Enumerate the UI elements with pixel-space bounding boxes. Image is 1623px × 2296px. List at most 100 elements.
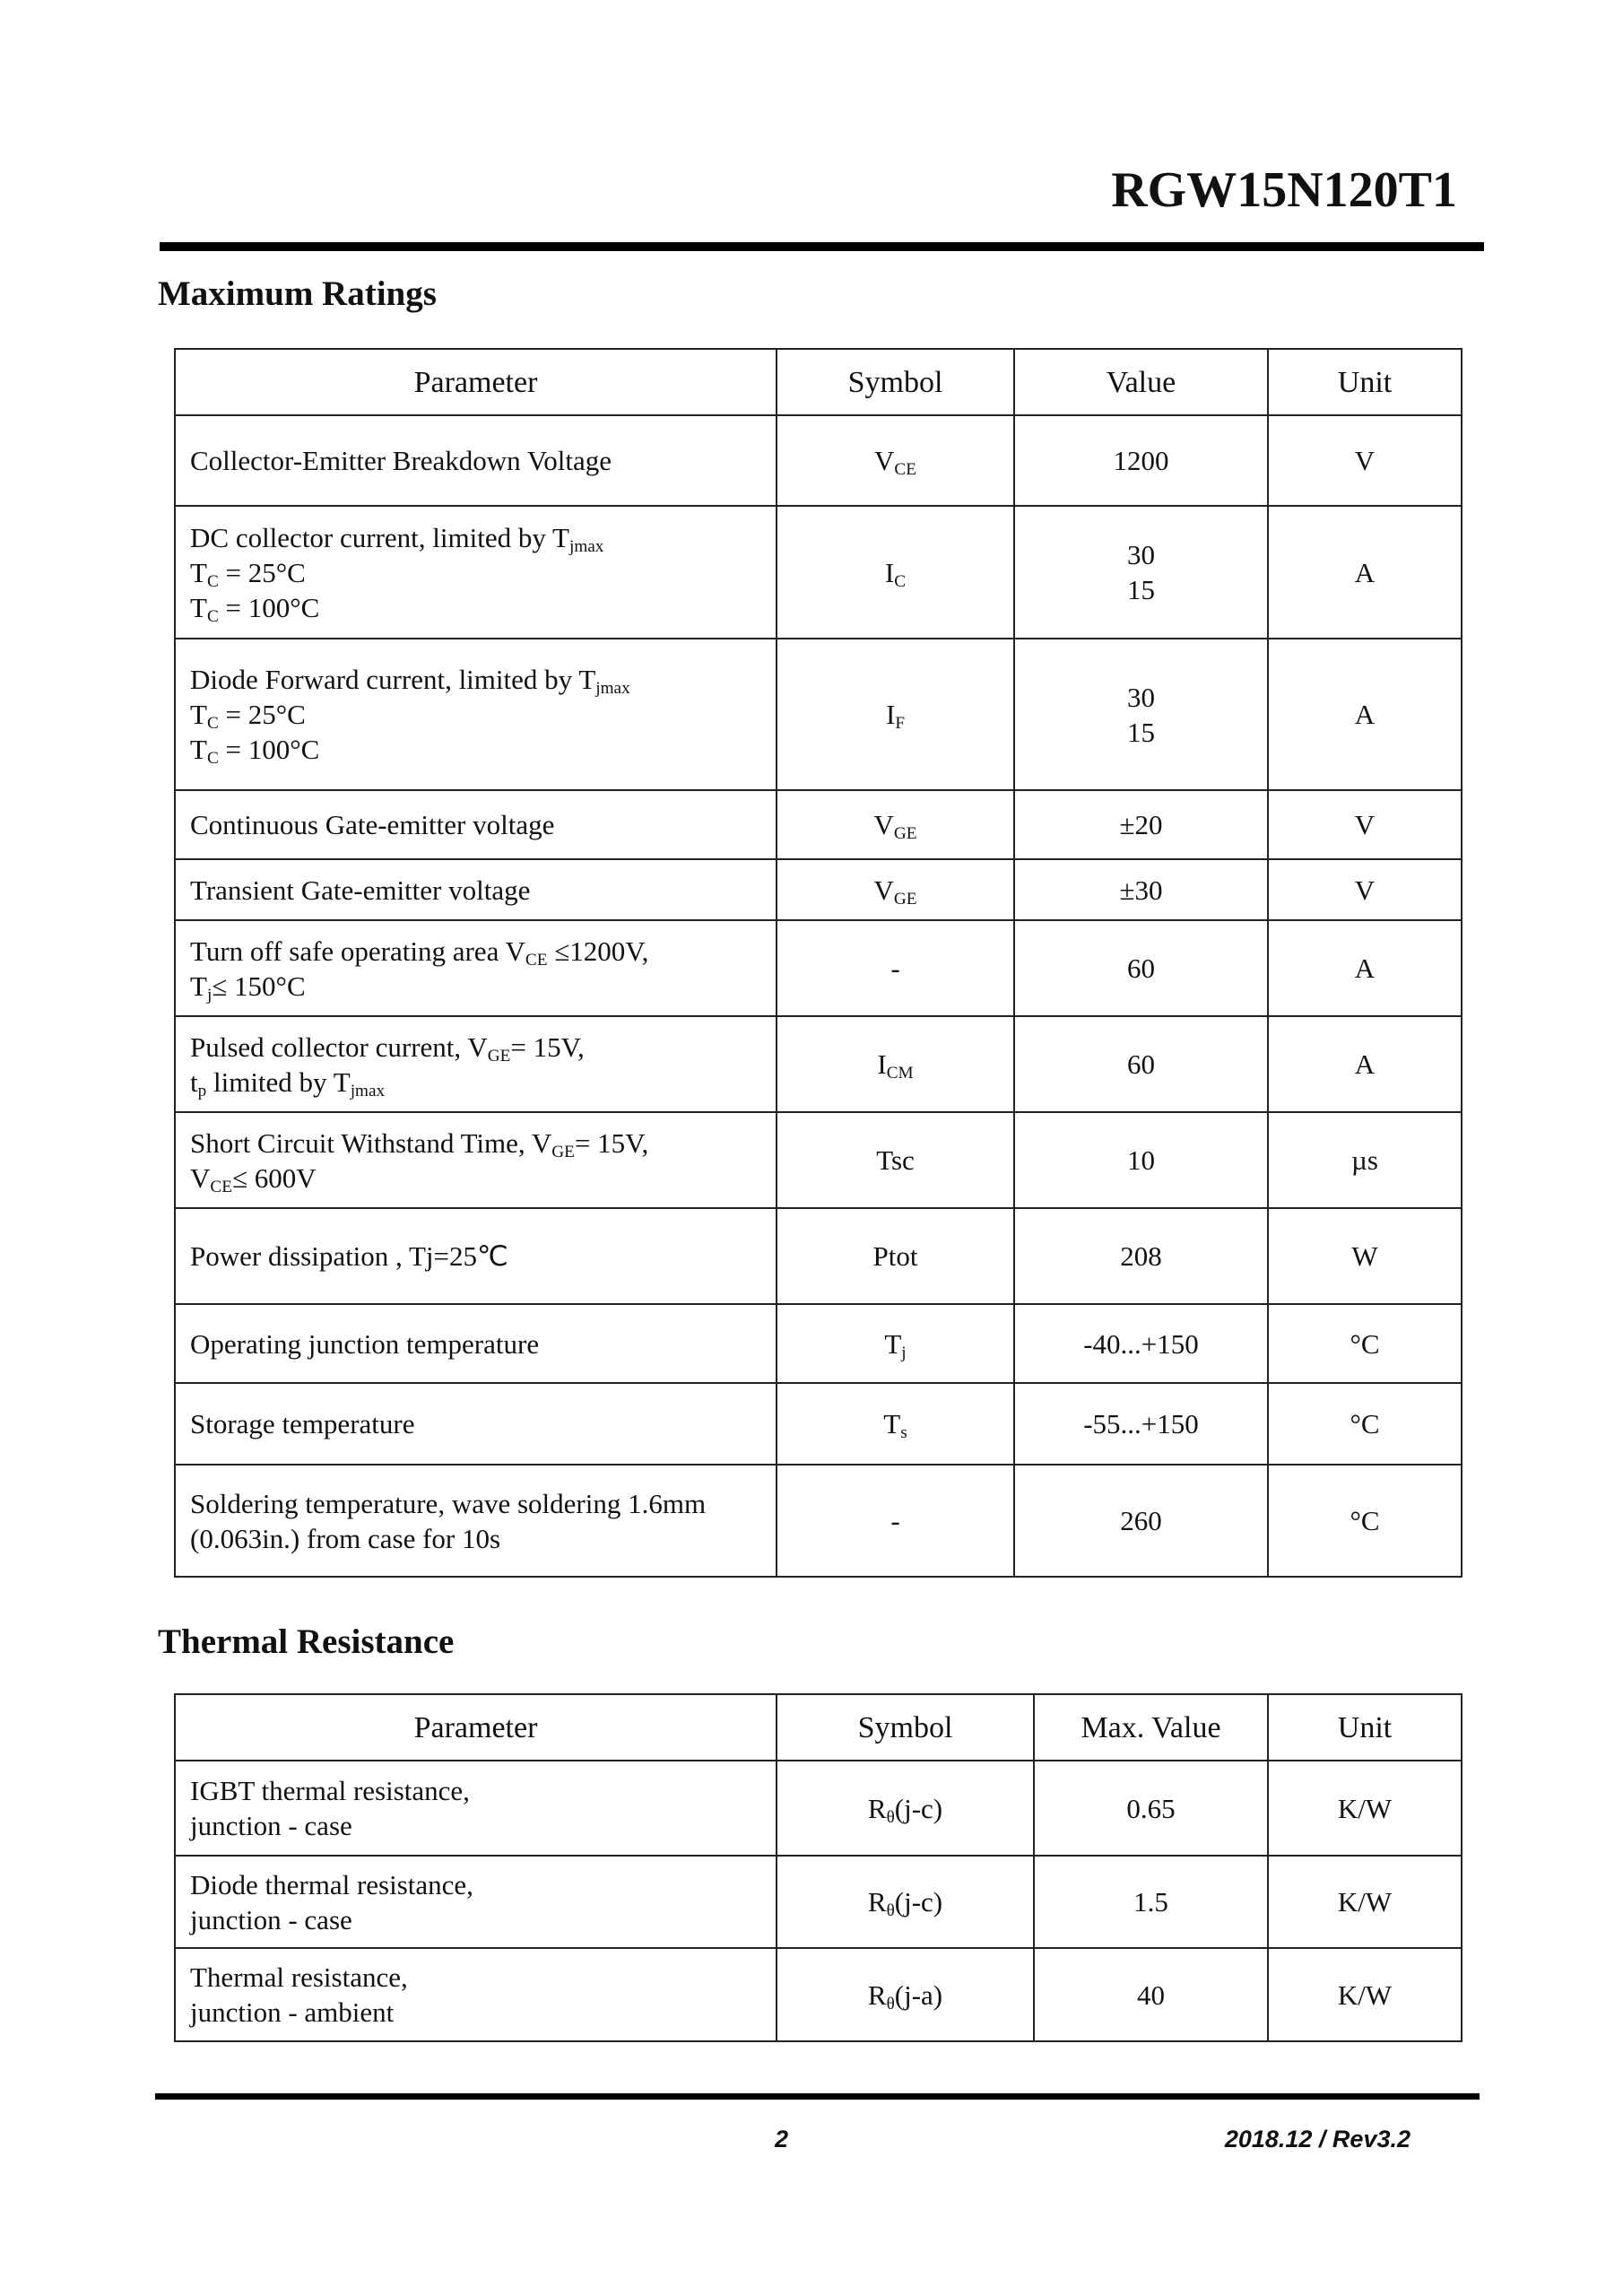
subscript-text: θ <box>886 1807 895 1827</box>
table-row: Thermal resistance, junction - ambient Rθ(… <box>174 1947 1462 2042</box>
text-segment: Tsc <box>876 1144 915 1176</box>
value-text: -55...+150 <box>1083 1408 1199 1439</box>
text-segment: Thermal resistance, <box>190 1961 408 1993</box>
text-segment: t <box>190 1065 198 1098</box>
parameter-cell: Diode Forward current, limited by Tjmax T… <box>174 638 777 791</box>
parameter-cell: Operating junction temperature <box>174 1303 777 1384</box>
column-header-max-value: Max. Value <box>1033 1693 1269 1761</box>
table-header-row: Parameter Symbol Value Unit <box>174 348 1462 416</box>
value-text: 40 <box>1137 1979 1165 2011</box>
table-row: Diode Forward current, limited by Tjmax T… <box>174 638 1462 791</box>
thermal-resistance-table: Parameter Symbol Max. Value Unit IGBT th… <box>174 1693 1462 2042</box>
parameter-cell: Continuous Gate-emitter voltage <box>174 789 777 860</box>
text-segment: - <box>890 952 900 984</box>
unit-cell: V <box>1267 789 1462 860</box>
subscript-text: F <box>895 713 905 733</box>
value-cell: 1200 <box>1013 414 1269 507</box>
subscript-text: jmax <box>595 678 630 698</box>
value-text: 208 <box>1120 1240 1162 1272</box>
unit-cell: A <box>1267 638 1462 791</box>
table-row: Pulsed collector current, VGE= 15V, tp l… <box>174 1015 1462 1113</box>
parameter-cell: IGBT thermal resistance, junction - case <box>174 1760 777 1857</box>
text-segment: Continuous Gate-emitter voltage <box>190 809 555 840</box>
unit-cell: A <box>1267 919 1462 1017</box>
value-text: 1200 <box>1113 445 1169 476</box>
text-segment: Transient Gate-emitter voltage <box>190 874 531 906</box>
text-segment: junction - case <box>190 1810 352 1841</box>
symbol-cell: VGE <box>776 789 1015 860</box>
page-number: 2 <box>775 2126 789 2152</box>
table-row: Soldering temperature, wave soldering 1.… <box>174 1464 1462 1578</box>
text-segment: limited by T <box>206 1065 351 1098</box>
parameter-cell: DC collector current, limited by Tjmax TC… <box>174 505 777 639</box>
value-cell: 40 <box>1033 1947 1269 2042</box>
table-row: Storage temperature Ts -55...+150 °C <box>174 1382 1462 1465</box>
symbol-cell: Rθ(j-a) <box>776 1947 1035 2042</box>
text-segment: Pulsed collector current, V <box>190 1031 488 1063</box>
value-cell: ±20 <box>1013 789 1269 860</box>
column-header-symbol: Symbol <box>776 1693 1035 1761</box>
symbol-cell: Rθ(j-c) <box>776 1855 1035 1949</box>
text-segment: V <box>874 445 895 476</box>
column-header-symbol: Symbol <box>776 348 1015 416</box>
unit-cell: W <box>1267 1207 1462 1305</box>
value-text: 15 <box>1127 574 1155 605</box>
column-header-parameter: Parameter <box>174 1693 777 1761</box>
table-row: Power dissipation , Tj=25℃ Ptot 208 W <box>174 1207 1462 1305</box>
parameter-cell: Pulsed collector current, VGE= 15V, tp l… <box>174 1015 777 1113</box>
parameter-cell: Short Circuit Withstand Time, VGE= 15V, V… <box>174 1111 777 1209</box>
parameter-cell: Soldering temperature, wave soldering 1.… <box>174 1464 777 1578</box>
text-segment: Short Circuit Withstand Time, V <box>190 1126 552 1159</box>
subscript-text: GE <box>551 1142 575 1161</box>
parameter-cell: Storage temperature <box>174 1382 777 1465</box>
symbol-cell: - <box>776 1464 1015 1578</box>
subscript-text: j <box>901 1343 907 1362</box>
value-cell: 10 <box>1013 1111 1269 1209</box>
subscript-text: C <box>206 606 219 626</box>
text-segment: = 25°C <box>218 699 306 730</box>
text-segment: = 15V, <box>574 1126 649 1159</box>
unit-cell: K/W <box>1267 1947 1462 2042</box>
subscript-text: GE <box>487 1046 511 1065</box>
text-segment: = 100°C <box>218 734 320 765</box>
table-row: Continuous Gate-emitter voltage VGE ±20 V <box>174 789 1462 860</box>
value-text: 30 <box>1127 539 1155 570</box>
value-text: 0.65 <box>1126 1792 1176 1824</box>
value-text: -40...+150 <box>1083 1327 1199 1360</box>
symbol-cell: Tj <box>776 1303 1015 1384</box>
column-header-value: Value <box>1013 348 1269 416</box>
unit-cell: °C <box>1267 1464 1462 1578</box>
section-title-maximum-ratings: Maximum Ratings <box>158 274 437 313</box>
unit-cell: µs <box>1267 1111 1462 1209</box>
text-segment: Soldering temperature, wave soldering 1.… <box>190 1487 707 1519</box>
value-cell: 208 <box>1013 1207 1269 1305</box>
value-cell: 0.65 <box>1033 1760 1269 1857</box>
unit-cell: K/W <box>1267 1760 1462 1857</box>
subscript-text: jmax <box>568 536 604 556</box>
symbol-cell: IC <box>776 505 1015 639</box>
value-text: ±20 <box>1119 809 1163 840</box>
text-segment: ≤1200V, <box>547 935 649 967</box>
parameter-cell: Thermal resistance, junction - ambient <box>174 1947 777 2042</box>
symbol-cell: Ts <box>776 1382 1015 1465</box>
maximum-ratings-table: Parameter Symbol Value Unit Collector-Em… <box>174 348 1462 1578</box>
value-text: ±30 <box>1119 874 1163 906</box>
table-row: Operating junction temperature Tj -40...+1… <box>174 1303 1462 1384</box>
text-segment: ≤ 150°C <box>212 970 306 1002</box>
value-cell: -55...+150 <box>1013 1382 1269 1465</box>
text-segment: R <box>867 1792 887 1824</box>
text-segment: I <box>884 556 895 588</box>
subscript-text: C <box>206 713 219 733</box>
subscript-text: CM <box>886 1063 914 1083</box>
subscript-text: s <box>900 1422 907 1442</box>
text-segment: T <box>190 970 207 1002</box>
subscript-text: CE <box>894 459 916 479</box>
unit-cell: °C <box>1267 1303 1462 1384</box>
text-segment: Collector-Emitter Breakdown Voltage <box>190 445 612 476</box>
symbol-cell: Tsc <box>776 1111 1015 1209</box>
subscript-text: jmax <box>350 1081 386 1100</box>
table-row: Turn off safe operating area VCE ≤1200V,… <box>174 919 1462 1017</box>
subscript-text: θ <box>886 1994 895 2013</box>
table-row: IGBT thermal resistance, junction - case R… <box>174 1760 1462 1857</box>
text-segment: T <box>190 591 207 623</box>
